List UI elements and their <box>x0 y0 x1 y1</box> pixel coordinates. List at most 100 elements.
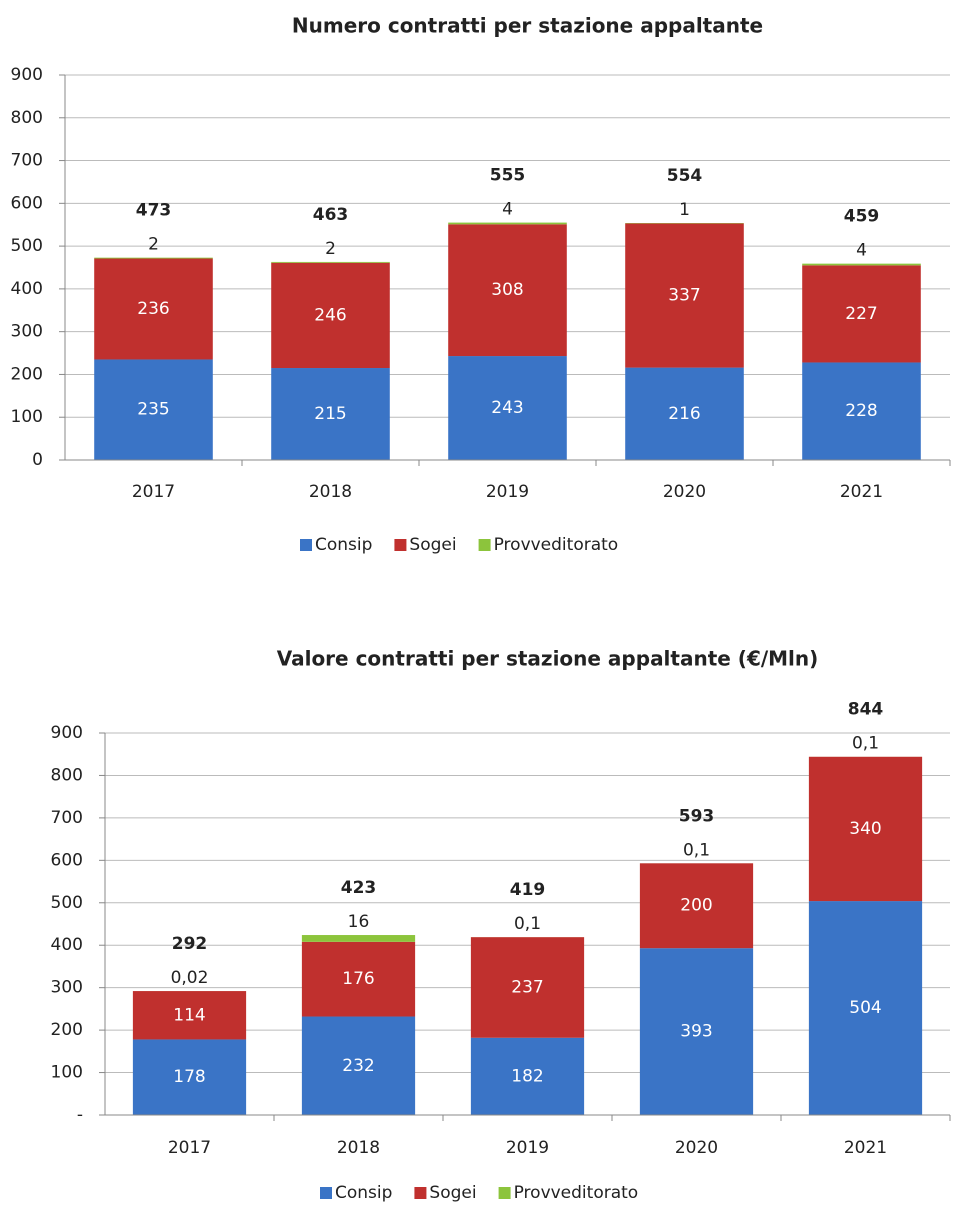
value-label: 2 <box>325 239 336 259</box>
x-tick-label: 2017 <box>168 1138 211 1158</box>
value-label: 176 <box>342 969 374 989</box>
bar-segment <box>625 223 744 368</box>
value-label: 504 <box>849 998 881 1018</box>
value-label: 0,1 <box>514 914 541 934</box>
bar-segment <box>301 1016 416 1115</box>
value-label: 228 <box>845 401 877 421</box>
bar-segment <box>470 1037 585 1115</box>
x-tick-label: 2021 <box>844 1138 887 1158</box>
bar-segment <box>94 258 213 360</box>
value-label: 2 <box>148 235 159 255</box>
y-tick-label: 300 <box>11 322 43 342</box>
value-label: 235 <box>137 400 169 420</box>
x-tick-label: 2019 <box>486 482 529 502</box>
bar-segment <box>94 359 213 460</box>
legend-swatch <box>300 539 312 551</box>
bar-segment <box>639 863 754 949</box>
legend-swatch <box>478 539 491 551</box>
bar-segment <box>470 937 585 1038</box>
value-label: 178 <box>173 1067 205 1087</box>
y-tick-label: 600 <box>11 193 43 213</box>
legend-label: Consip <box>335 1183 392 1203</box>
value-label: 246 <box>314 305 346 325</box>
legend-swatch <box>414 1187 427 1199</box>
value-label: 236 <box>137 299 169 319</box>
y-tick-label: 100 <box>11 407 43 427</box>
y-tick-label: 900 <box>11 65 43 85</box>
y-tick-label: 700 <box>11 151 43 171</box>
y-tick-label: 200 <box>51 1020 83 1040</box>
legend-swatch <box>498 1187 511 1199</box>
y-tick-label: 800 <box>51 765 83 785</box>
bar-segment <box>94 257 213 259</box>
legend-label: Provveditorato <box>514 1183 639 1203</box>
y-tick-label: 0 <box>32 450 43 470</box>
legend-label: Sogei <box>429 1183 476 1203</box>
bar-segment <box>448 222 567 225</box>
bar-segment <box>132 991 247 1040</box>
total-label: 292 <box>172 934 208 954</box>
value-label: 0,02 <box>171 968 209 988</box>
bar-segment <box>639 948 754 1115</box>
bar-segment <box>802 265 921 363</box>
legend-label: Consip <box>315 535 372 555</box>
value-label: 4 <box>502 200 513 220</box>
chart-title: Valore contratti per stazione appaltante… <box>277 647 819 671</box>
bar-segment <box>301 941 416 1017</box>
value-label: 0,1 <box>683 840 710 860</box>
y-tick-label: 900 <box>51 723 83 743</box>
x-tick-label: 2020 <box>663 482 706 502</box>
value-label: 1 <box>679 200 690 220</box>
x-tick-label: 2019 <box>506 1138 549 1158</box>
legend-label: Provveditorato <box>494 535 619 555</box>
bar-segment <box>132 1039 247 1115</box>
x-tick-label: 2018 <box>337 1138 380 1158</box>
total-label: 593 <box>679 806 715 826</box>
value-label: 227 <box>845 304 877 324</box>
y-tick-label: 400 <box>11 279 43 299</box>
total-label: 463 <box>313 205 349 225</box>
x-tick-label: 2018 <box>309 482 352 502</box>
bar-segment <box>448 224 567 357</box>
value-label: 243 <box>491 398 523 418</box>
value-label: 216 <box>668 404 700 424</box>
y-tick-label: 800 <box>11 108 43 128</box>
bar-segment <box>802 362 921 460</box>
value-label: 215 <box>314 404 346 424</box>
bar-segment <box>271 368 390 460</box>
legend-label: Sogei <box>409 535 456 555</box>
value-label: 340 <box>849 819 881 839</box>
y-tick-label: 200 <box>11 364 43 384</box>
total-label: 555 <box>490 166 526 186</box>
bar-segment <box>271 262 390 369</box>
total-label: 423 <box>341 878 377 898</box>
value-label: 337 <box>668 286 700 306</box>
value-label: 308 <box>491 280 523 300</box>
bar-segment <box>808 756 923 902</box>
bar-segment <box>448 356 567 460</box>
y-tick-label: - <box>77 1105 83 1125</box>
total-label: 844 <box>848 700 884 720</box>
value-label: 200 <box>680 896 712 916</box>
bar-segment <box>808 901 923 1115</box>
total-label: 419 <box>510 880 546 900</box>
y-tick-label: 300 <box>51 978 83 998</box>
legend-swatch <box>394 539 407 551</box>
chart-title: Numero contratti per stazione appaltante <box>292 14 763 38</box>
bar-segment <box>625 367 744 460</box>
value-label: 4 <box>856 241 867 261</box>
y-tick-label: 500 <box>11 236 43 256</box>
bar-segment <box>802 263 921 266</box>
x-tick-label: 2020 <box>675 1138 718 1158</box>
x-tick-label: 2017 <box>132 482 175 502</box>
value-label: 393 <box>680 1022 712 1042</box>
y-tick-label: 700 <box>51 808 83 828</box>
legend-swatch <box>320 1187 332 1199</box>
value-label: 114 <box>173 1005 205 1025</box>
value-label: 0,1 <box>852 734 879 754</box>
value-label: 237 <box>511 977 543 997</box>
total-label: 459 <box>844 207 880 227</box>
x-tick-label: 2021 <box>840 482 883 502</box>
bar-segment <box>301 935 416 942</box>
